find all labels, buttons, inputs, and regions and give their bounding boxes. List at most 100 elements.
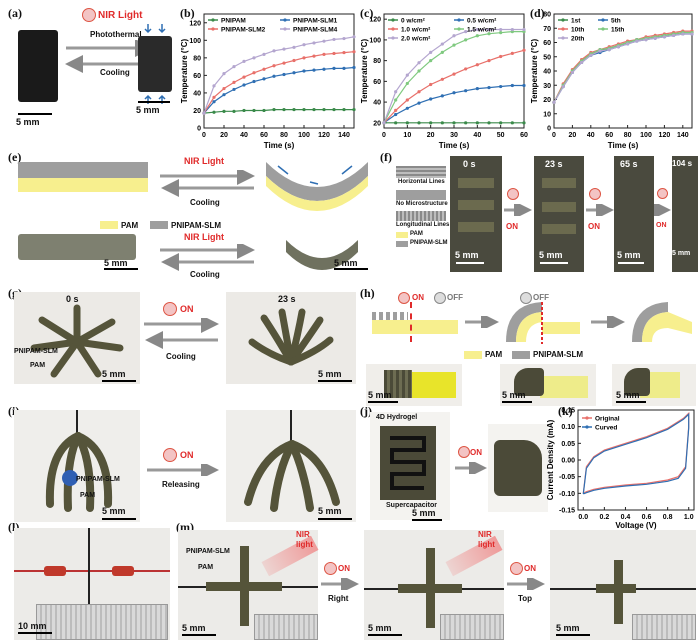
y-tick-label: -0.05 xyxy=(559,474,575,481)
scale-label-f3: 5 mm xyxy=(672,250,691,257)
on-m1: ON xyxy=(338,564,350,573)
panel-label-c: (c) xyxy=(360,6,374,20)
series-point-4 xyxy=(607,48,611,52)
legend-entry-1: 5th xyxy=(611,18,621,25)
cross-m2-v xyxy=(426,548,435,628)
series-point-1 xyxy=(352,65,356,70)
y-axis-label: Temperature (°C) xyxy=(180,38,189,103)
series-point-2 xyxy=(475,63,479,67)
series-point-1 xyxy=(487,85,491,90)
legend-entry-1: 0.5 w/cm² xyxy=(467,18,497,25)
strip-f1-b xyxy=(542,202,576,212)
series-point-3 xyxy=(452,43,456,47)
no-microstructure-label: No Microstructure xyxy=(396,201,448,207)
series-point-2 xyxy=(352,50,356,54)
legend-entry-2: 1.0 w/cm² xyxy=(401,27,431,34)
supercap-label-j: Supercapacitor xyxy=(386,502,437,509)
series-point-3 xyxy=(394,98,398,102)
series-point-4 xyxy=(672,33,676,37)
y-tick-label: 120 xyxy=(369,17,381,24)
photo-f-0s xyxy=(450,156,502,272)
series-point-0 xyxy=(292,107,296,112)
on-f3: ON xyxy=(656,222,667,229)
legend-entry-0: Original xyxy=(595,416,620,423)
series-point-2 xyxy=(429,82,433,87)
series-point-3 xyxy=(417,69,421,73)
series-point-4 xyxy=(487,27,491,32)
series-point-2 xyxy=(417,90,421,94)
panel-label-e: (e) xyxy=(8,150,22,164)
bulb-icon-m1 xyxy=(324,562,337,575)
bulb-icon-f3 xyxy=(657,188,668,199)
x-axis-label: Time (s) xyxy=(264,141,295,150)
series-point-2 xyxy=(487,59,491,63)
strip-f1-a xyxy=(542,178,576,188)
scale-label-j: 5 mm xyxy=(412,508,436,518)
series-point-0 xyxy=(417,121,421,125)
legend-entry-2: 10th xyxy=(571,27,584,34)
y-axis-label: Temperature (°C) xyxy=(360,38,369,103)
legend-marker-0 xyxy=(211,18,215,22)
chart-d: 0 20 40 60 80 100 120 140 0 10 20 30 40 50 60 70 80 Time … xyxy=(530,12,694,150)
series-point-3 xyxy=(352,35,356,39)
series-point-1 xyxy=(282,72,286,77)
schematic-h3 xyxy=(632,302,692,342)
x-tick-label: 60 xyxy=(605,132,613,139)
series-point-2 xyxy=(322,52,326,56)
series-point-3 xyxy=(302,43,306,47)
scale-bar-f2 xyxy=(618,262,644,264)
bulb-off-icon-h2 xyxy=(520,292,532,304)
panel-label-k: (k) xyxy=(558,404,573,418)
series-point-3 xyxy=(332,37,336,42)
panel-label-j: (j) xyxy=(360,404,372,418)
hydrogel-curled-j xyxy=(494,440,542,496)
arrow-f3 xyxy=(654,204,671,216)
cooling-e-top: Cooling xyxy=(190,198,220,207)
legend-pam-f: PAM xyxy=(410,231,423,237)
x-tick-label: 80 xyxy=(624,132,632,139)
scale-label-i1: 5 mm xyxy=(102,506,126,516)
time-f-1: 23 s xyxy=(545,159,563,169)
series-point-2 xyxy=(342,50,346,55)
x-tick-label: 10 xyxy=(403,132,411,139)
legend-pam-swatch-f xyxy=(396,232,408,238)
legend-entry-1: PNIPAM-SLM1 xyxy=(293,18,338,25)
strip-f1-c xyxy=(542,224,576,234)
series-point-3 xyxy=(464,38,468,42)
series-point-2 xyxy=(522,48,526,52)
series-line-1 xyxy=(203,66,355,114)
bulb-icon-i xyxy=(163,448,177,462)
x-tick-label: 0 xyxy=(382,132,386,139)
legend-entry-0: PNIPAM xyxy=(221,18,246,25)
x-tick-label: 1.0 xyxy=(684,514,694,521)
series-point-4 xyxy=(382,121,386,125)
series-point-0 xyxy=(242,108,246,113)
legend-marker-3 xyxy=(601,27,605,31)
series-point-3 xyxy=(212,84,216,88)
time-g-0: 0 s xyxy=(66,294,79,304)
schematic-no-microstructure xyxy=(396,190,446,200)
wire-i2 xyxy=(290,410,292,442)
bulb-off-icon-h1 xyxy=(434,292,446,304)
series-line-1 xyxy=(383,84,524,124)
x-tick-label: 140 xyxy=(677,132,689,139)
legend-entry-0: 1st xyxy=(571,18,581,25)
strip-f0-b xyxy=(458,200,494,210)
scale-bar-a2 xyxy=(138,101,170,103)
series-point-0 xyxy=(282,107,286,112)
legend-pam-e: PAM xyxy=(121,221,139,230)
legend-marker-2 xyxy=(391,27,395,31)
scale-label-a2: 5 mm xyxy=(136,105,160,115)
schematic-h2 xyxy=(506,302,580,344)
y-tick-label: 50 xyxy=(543,54,551,61)
series-point-4 xyxy=(452,34,456,38)
film-h2 xyxy=(514,368,544,396)
series-point-0 xyxy=(352,107,356,112)
y-tick-label: 80 xyxy=(373,58,381,65)
scale-bar-m1 xyxy=(182,634,216,636)
panel-label-l: (l) xyxy=(8,520,20,534)
series-point-0 xyxy=(322,107,326,112)
on-m2: ON xyxy=(524,564,536,573)
series-point-2 xyxy=(394,108,398,112)
series-point-4 xyxy=(510,27,514,32)
